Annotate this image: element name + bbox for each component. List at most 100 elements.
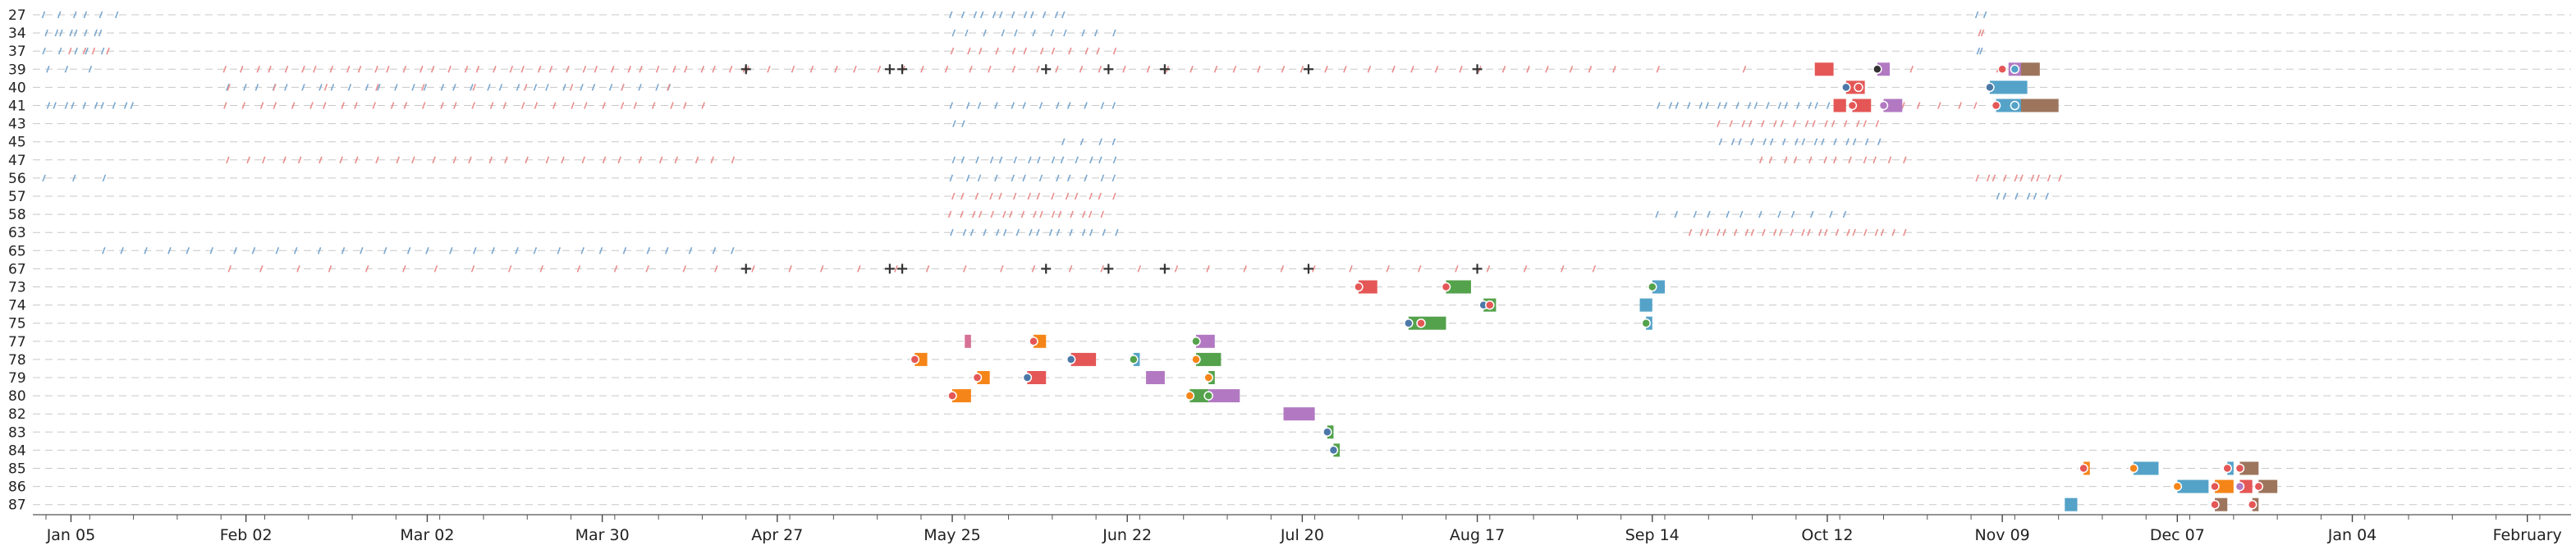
event-tick bbox=[1846, 228, 1850, 236]
event-dot bbox=[2222, 463, 2232, 474]
event-tick bbox=[1122, 66, 1126, 73]
event-tick bbox=[683, 102, 687, 109]
event-tick bbox=[1391, 66, 1396, 73]
event-tick bbox=[1093, 29, 1098, 37]
cross-marker bbox=[1304, 264, 1313, 274]
event-dot bbox=[1191, 355, 1201, 364]
event-tick bbox=[243, 84, 247, 91]
event-tick bbox=[1061, 138, 1066, 145]
event-tick bbox=[1501, 66, 1506, 73]
x-tick-label: Mar 02 bbox=[400, 526, 454, 544]
event-tick bbox=[1037, 156, 1041, 164]
event-dot bbox=[1203, 391, 1213, 401]
event-tick bbox=[375, 156, 379, 164]
event-tick bbox=[1036, 228, 1040, 236]
row-label: 87 bbox=[8, 497, 26, 514]
event-tick bbox=[1055, 66, 1059, 73]
event-dot bbox=[2210, 481, 2220, 492]
event-tick bbox=[520, 66, 525, 73]
event-tick bbox=[1098, 192, 1102, 200]
event-tick bbox=[1996, 192, 2001, 200]
event-tick bbox=[1903, 156, 1907, 164]
event-tick bbox=[1758, 210, 1762, 218]
row-gridlines bbox=[33, 14, 2571, 506]
event-tick bbox=[1042, 11, 1047, 19]
event-tick bbox=[994, 174, 998, 182]
event-tick bbox=[493, 66, 497, 73]
event-tick bbox=[1777, 210, 1781, 218]
event-dot bbox=[2247, 499, 2257, 510]
event-tick bbox=[1675, 102, 1680, 109]
event-tick bbox=[557, 247, 561, 254]
event-tick bbox=[791, 66, 795, 73]
interval-bar bbox=[1446, 280, 1471, 294]
event-tick bbox=[68, 47, 72, 55]
event-tick bbox=[1975, 174, 1979, 182]
event-tick bbox=[638, 156, 643, 164]
event-tick bbox=[1243, 265, 1247, 273]
event-tick bbox=[102, 174, 107, 182]
event-tick bbox=[452, 84, 456, 91]
event-tick bbox=[1066, 102, 1071, 109]
event-tick bbox=[502, 102, 507, 109]
cross-marker bbox=[740, 264, 751, 274]
event-tick bbox=[515, 247, 519, 254]
event-tick bbox=[1769, 138, 1774, 145]
event-tick bbox=[1877, 138, 1882, 145]
event-tick bbox=[877, 66, 882, 73]
event-tick bbox=[1434, 66, 1439, 73]
event-tick bbox=[1312, 265, 1316, 273]
event-tick bbox=[1112, 29, 1116, 37]
event-tick bbox=[1699, 228, 1703, 236]
event-tick bbox=[1655, 210, 1659, 218]
event-tick bbox=[548, 66, 553, 73]
event-tick bbox=[594, 66, 598, 73]
event-tick bbox=[1048, 228, 1053, 236]
event-tick bbox=[254, 84, 259, 91]
event-dot bbox=[1203, 373, 1213, 383]
event-tick bbox=[1773, 120, 1777, 127]
event-tick bbox=[949, 102, 954, 109]
event-tick bbox=[1146, 66, 1151, 73]
event-tick bbox=[88, 66, 93, 73]
event-tick bbox=[523, 84, 528, 91]
event-tick bbox=[1780, 120, 1785, 127]
cross-marker bbox=[1103, 264, 1114, 274]
event-tick bbox=[464, 66, 469, 73]
event-tick bbox=[767, 66, 771, 73]
event-tick bbox=[1000, 265, 1004, 273]
event-tick bbox=[534, 102, 539, 109]
event-tick bbox=[64, 66, 69, 73]
event-tick bbox=[241, 102, 246, 109]
event-tick bbox=[452, 156, 457, 164]
event-tick bbox=[473, 247, 477, 254]
event-tick bbox=[1455, 265, 1459, 273]
event-dot bbox=[1022, 373, 1033, 383]
event-tick bbox=[1063, 29, 1067, 37]
event-tick bbox=[580, 84, 584, 91]
event-tick bbox=[977, 174, 982, 182]
event-tick bbox=[1792, 120, 1797, 127]
event-tick bbox=[1023, 47, 1028, 55]
event-tick bbox=[533, 84, 538, 91]
x-tick-label: Apr 27 bbox=[751, 526, 803, 544]
interval-bar bbox=[1027, 371, 1047, 384]
cross-marker bbox=[1159, 264, 1170, 274]
interval-bar bbox=[1814, 62, 1834, 76]
event-tick bbox=[1112, 174, 1116, 182]
event-tick bbox=[2047, 174, 2051, 182]
event-tick bbox=[394, 84, 398, 91]
event-tick bbox=[1612, 66, 1616, 73]
event-tick bbox=[1081, 228, 1086, 236]
event-tick bbox=[1100, 265, 1104, 273]
event-dot bbox=[1066, 355, 1076, 364]
event-tick bbox=[262, 156, 266, 164]
event-tick bbox=[106, 47, 110, 55]
event-tick bbox=[960, 210, 964, 218]
event-tick bbox=[1213, 66, 1218, 73]
event-tick bbox=[1852, 228, 1856, 236]
event-tick bbox=[1748, 120, 1753, 127]
event-tick bbox=[1065, 192, 1070, 200]
event-tick bbox=[1098, 138, 1102, 145]
event-dot bbox=[1847, 100, 1858, 111]
